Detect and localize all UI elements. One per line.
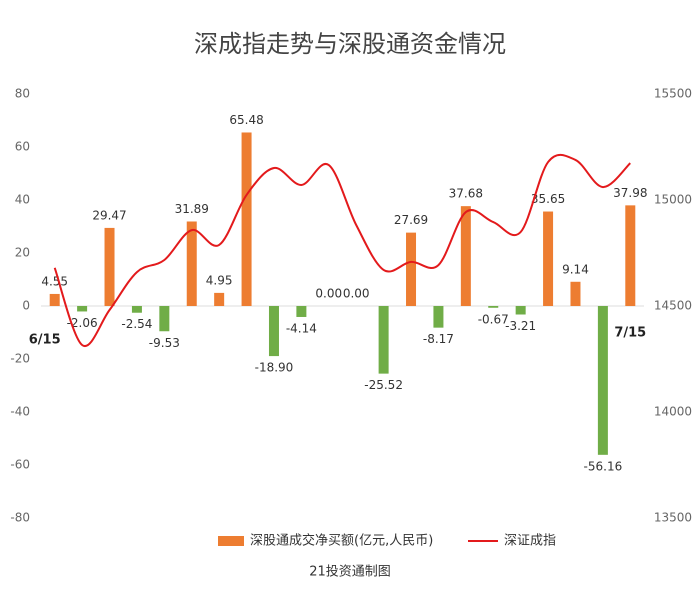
data-label: -2.06 xyxy=(67,316,98,330)
bar xyxy=(131,306,142,313)
y2-tick-label: 15500 xyxy=(654,87,692,101)
y-tick-label: -40 xyxy=(10,405,30,419)
bar xyxy=(460,206,471,306)
y-tick-label: 80 xyxy=(15,87,30,101)
bar xyxy=(625,205,636,306)
x-tick-label: 7/15 xyxy=(614,326,646,341)
bar xyxy=(214,292,225,306)
bar xyxy=(406,232,417,306)
data-label: 29.47 xyxy=(92,208,126,222)
chart-title: 深成指走势与深股通资金情况 xyxy=(194,30,506,58)
bar xyxy=(378,306,389,374)
y2-tick-label: 14000 xyxy=(654,405,692,419)
bar xyxy=(433,306,444,328)
bar xyxy=(49,293,60,306)
data-label: 27.69 xyxy=(394,213,428,227)
y-tick-label: -80 xyxy=(10,511,30,525)
y-tick-label: 0 xyxy=(22,299,30,313)
data-label: -56.16 xyxy=(584,459,623,473)
data-label: -9.53 xyxy=(149,336,180,350)
data-label: 4.95 xyxy=(206,273,233,287)
bar xyxy=(597,306,608,455)
data-label: 37.68 xyxy=(449,187,483,201)
bar xyxy=(159,306,170,332)
bar xyxy=(77,306,88,312)
bar xyxy=(296,306,307,317)
y-tick-label: -60 xyxy=(10,458,30,472)
bar xyxy=(186,221,197,306)
y2-tick-label: 15000 xyxy=(654,193,692,207)
x-tick-label: 6/15 xyxy=(29,333,61,348)
line xyxy=(53,153,632,348)
y-tick-label: 20 xyxy=(15,246,30,260)
bar xyxy=(515,306,526,315)
legend-label: 深股通成交净买额(亿元,人民币) xyxy=(250,533,433,549)
data-label: -4.14 xyxy=(286,321,317,335)
data-label: -25.52 xyxy=(364,378,403,392)
legend-swatch xyxy=(218,536,244,546)
data-label: 37.98 xyxy=(613,186,647,200)
y-tick-label: 60 xyxy=(15,140,30,154)
data-label: 31.89 xyxy=(175,202,209,216)
data-label: 65.48 xyxy=(229,113,263,127)
bar xyxy=(570,281,581,306)
data-label: 35.65 xyxy=(531,192,565,206)
bar xyxy=(268,306,279,357)
data-label: -3.21 xyxy=(505,319,536,333)
bar xyxy=(241,132,252,306)
y2-tick-label: 14500 xyxy=(654,299,692,313)
chart-subtitle: 21投资通制图 xyxy=(309,564,391,580)
data-label: -18.90 xyxy=(255,361,294,375)
bar xyxy=(543,211,554,306)
y-tick-label: -20 xyxy=(10,352,30,366)
data-label: -8.17 xyxy=(423,332,454,346)
y-tick-label: 40 xyxy=(15,193,30,207)
bar xyxy=(488,306,499,308)
bar xyxy=(104,227,115,306)
data-label: -0.67 xyxy=(478,312,509,326)
data-label: 0.00 xyxy=(315,287,342,301)
data-label: 0.00 xyxy=(343,287,370,301)
data-label: 9.14 xyxy=(562,262,589,276)
data-label: 4.55 xyxy=(41,274,68,288)
y2-tick-label: 13500 xyxy=(654,511,692,525)
legend-label: 深证成指 xyxy=(504,534,556,549)
data-label: -2.54 xyxy=(121,317,152,331)
